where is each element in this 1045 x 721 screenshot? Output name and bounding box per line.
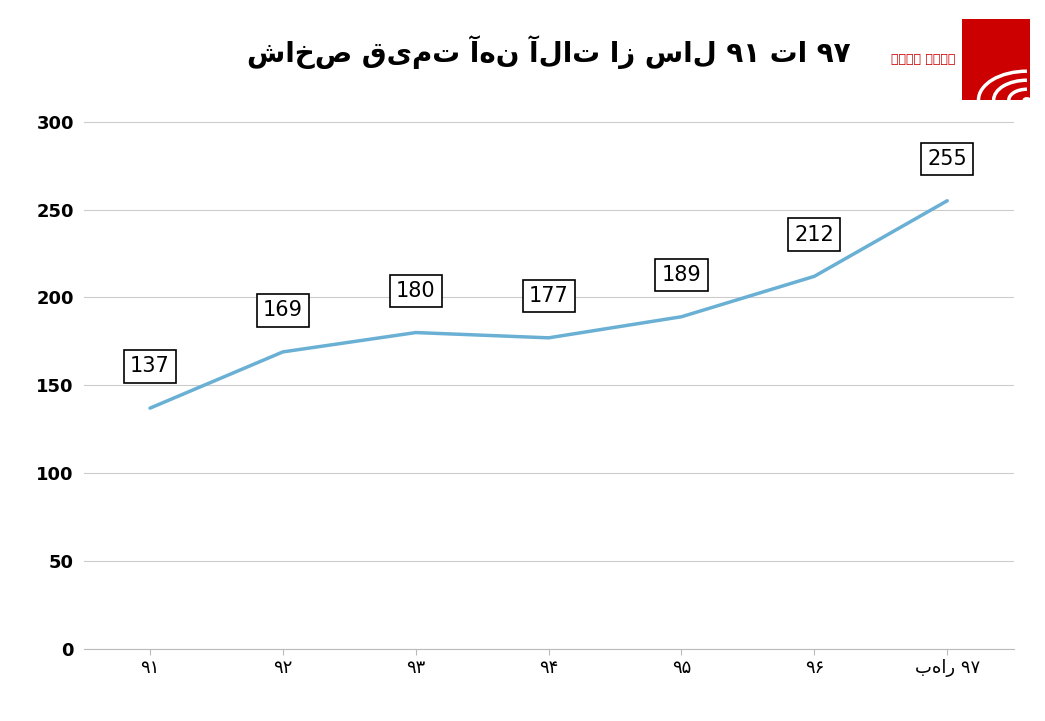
Text: 212: 212 xyxy=(794,225,834,244)
Circle shape xyxy=(1023,98,1030,102)
Text: 180: 180 xyxy=(396,281,436,301)
Text: 137: 137 xyxy=(131,356,170,376)
Title: شاخص قیمت آهن آلات از سال ۹۱ تا ۹۷: شاخص قیمت آهن آلات از سال ۹۱ تا ۹۷ xyxy=(247,35,851,68)
Text: بورس نیوز: بورس نیوز xyxy=(891,53,956,66)
Text: 189: 189 xyxy=(661,265,701,285)
Text: 255: 255 xyxy=(927,149,967,169)
FancyBboxPatch shape xyxy=(961,19,1030,100)
Text: 177: 177 xyxy=(529,286,568,306)
Text: 169: 169 xyxy=(263,300,303,320)
